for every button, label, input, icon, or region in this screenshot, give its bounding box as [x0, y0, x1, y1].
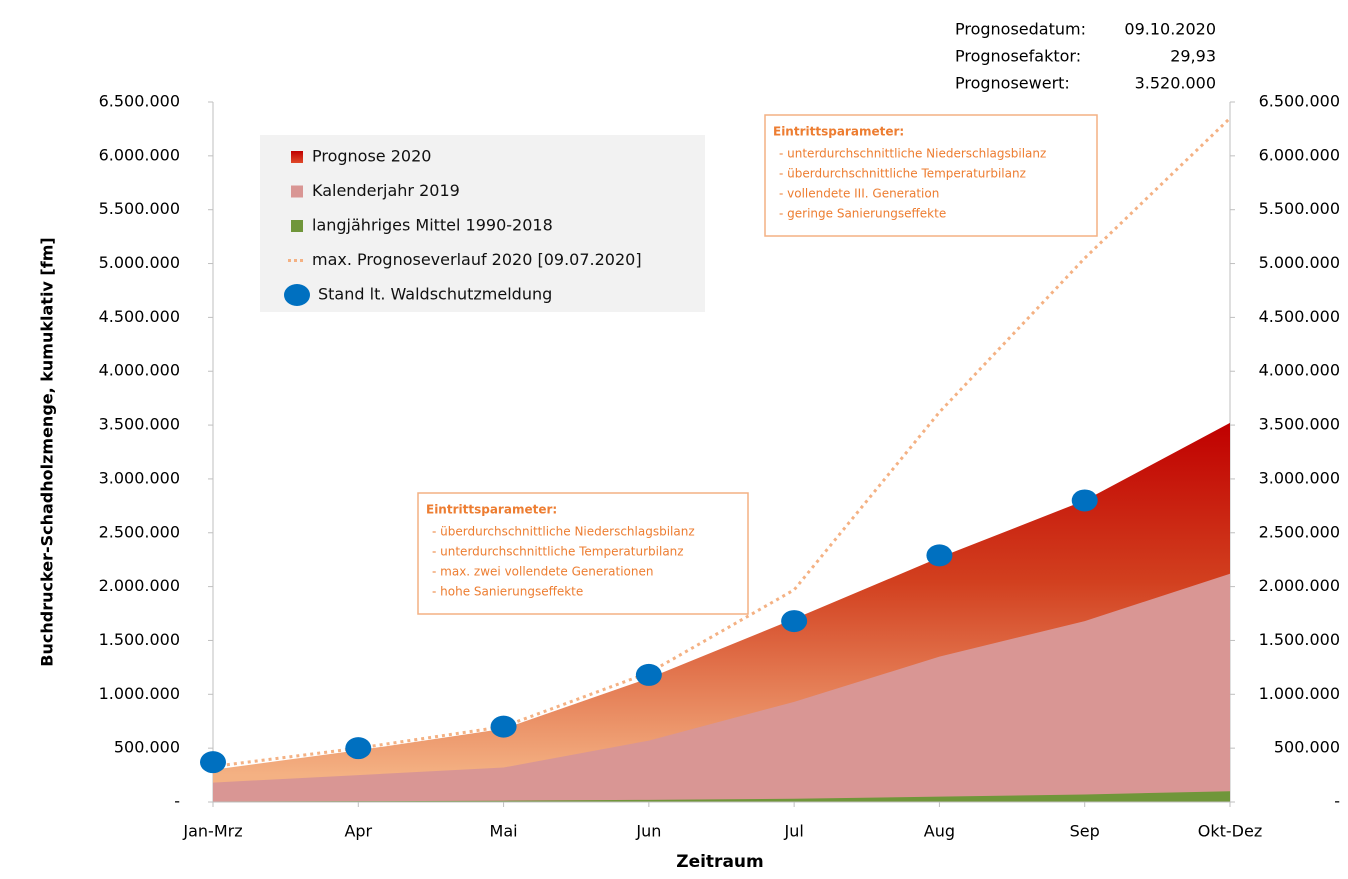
y2-tick-label: 5.000.000 [1259, 253, 1340, 272]
y2-tick-label: 4.000.000 [1259, 361, 1340, 380]
y-tick-label: 1.500.000 [99, 630, 180, 649]
y-tick-label: 4.000.000 [99, 361, 180, 380]
y2-tick-label: 500.000 [1274, 738, 1340, 757]
info-label: Prognosefaktor: [955, 47, 1081, 66]
x-tick-label: Sep [1070, 822, 1100, 841]
legend-label: langjähriges Mittel 1990-2018 [312, 216, 553, 235]
y2-tick-label: - [1334, 792, 1340, 811]
y2-tick-label: 5.500.000 [1259, 199, 1340, 218]
marker [200, 751, 226, 774]
legend-swatch [291, 151, 303, 163]
y2-tick-label: 3.000.000 [1259, 468, 1340, 487]
legend-swatch [284, 284, 310, 306]
x-tick-label: Jun [635, 822, 661, 841]
info-label: Prognosedatum: [955, 20, 1086, 39]
legend-swatch [291, 185, 303, 198]
annotation-title: Eintrittsparameter: [426, 503, 557, 517]
y-tick-label: 5.000.000 [99, 253, 180, 272]
annotation-line: - überdurchschnittliche Temperaturbilanz [779, 167, 1026, 181]
marker [1071, 489, 1098, 512]
line [212, 117, 1232, 768]
y2-tick-label: 6.000.000 [1259, 145, 1340, 164]
annotation-box [417, 492, 749, 615]
y2-tick-label: 1.500.000 [1259, 630, 1340, 649]
y2-tick-label: 1.000.000 [1259, 684, 1340, 703]
y-tick-label: 6.500.000 [99, 92, 180, 111]
x-tick-label: Jul [783, 822, 803, 841]
annotation-line: - unterdurchschnittliche Niederschlagsbi… [779, 147, 1046, 161]
y2-tick-label: 2.000.000 [1259, 576, 1340, 595]
x-tick-label: Aug [924, 822, 955, 841]
x-tick-label: Mai [490, 822, 518, 841]
y-tick-label: - [174, 792, 180, 811]
legend-box [260, 135, 705, 312]
annotation-line: - geringe Sanierungseffekte [779, 207, 946, 221]
y-tick-label: 2.000.000 [99, 576, 180, 595]
info-label: Prognosewert: [955, 74, 1070, 93]
y-tick-label: 3.500.000 [99, 415, 180, 434]
legend-label: Stand lt. Waldschutzmeldung [318, 285, 552, 304]
y-tick-label: 1.000.000 [99, 684, 180, 703]
marker [781, 610, 808, 633]
marker [926, 544, 953, 567]
info-value: 3.520.000 [1135, 74, 1216, 93]
y2-tick-label: 4.500.000 [1259, 307, 1340, 326]
y-tick-label: 3.000.000 [99, 468, 180, 487]
annotation-line: - unterdurchschnittliche Temperaturbilan… [432, 545, 684, 559]
marker [635, 663, 662, 686]
info-value: 29,93 [1170, 47, 1216, 66]
marker [345, 737, 372, 760]
y-axis-label: Buchdrucker-Schadholzmenge, kumuklativ [… [38, 237, 57, 666]
y2-tick-label: 3.500.000 [1259, 415, 1340, 434]
x-tick-label: Jan-Mrz [182, 822, 242, 841]
y-tick-label: 500.000 [114, 738, 180, 757]
y2-tick-label: 6.500.000 [1259, 92, 1340, 111]
y-tick-label: 5.500.000 [99, 199, 180, 218]
legend-label: Kalenderjahr 2019 [312, 181, 460, 200]
x-axis-label: Zeitraum [676, 852, 763, 872]
annotation-line: - vollendete III. Generation [779, 187, 939, 201]
legend-label: Prognose 2020 [312, 147, 431, 166]
legend-swatch [291, 220, 303, 232]
annotation-line: - hohe Sanierungseffekte [432, 585, 583, 599]
annotation-line: - überdurchschnittliche Niederschlagsbil… [432, 525, 695, 539]
x-tick-label: Okt-Dez [1198, 822, 1262, 841]
annotation-box [764, 114, 1098, 237]
legend-label: max. Prognoseverlauf 2020 [09.07.2020] [312, 250, 642, 269]
y2-tick-label: 2.500.000 [1259, 522, 1340, 541]
annotation-title: Eintrittsparameter: [773, 125, 904, 139]
y-tick-label: 4.500.000 [99, 307, 180, 326]
area [213, 573, 1230, 802]
y-tick-label: 2.500.000 [99, 522, 180, 541]
area [213, 791, 1230, 802]
info-value: 09.10.2020 [1124, 20, 1216, 39]
annotation-line: - max. zwei vollendete Generationen [432, 565, 654, 579]
y-tick-label: 6.000.000 [99, 145, 180, 164]
x-tick-label: Apr [344, 822, 372, 841]
marker [490, 715, 517, 738]
